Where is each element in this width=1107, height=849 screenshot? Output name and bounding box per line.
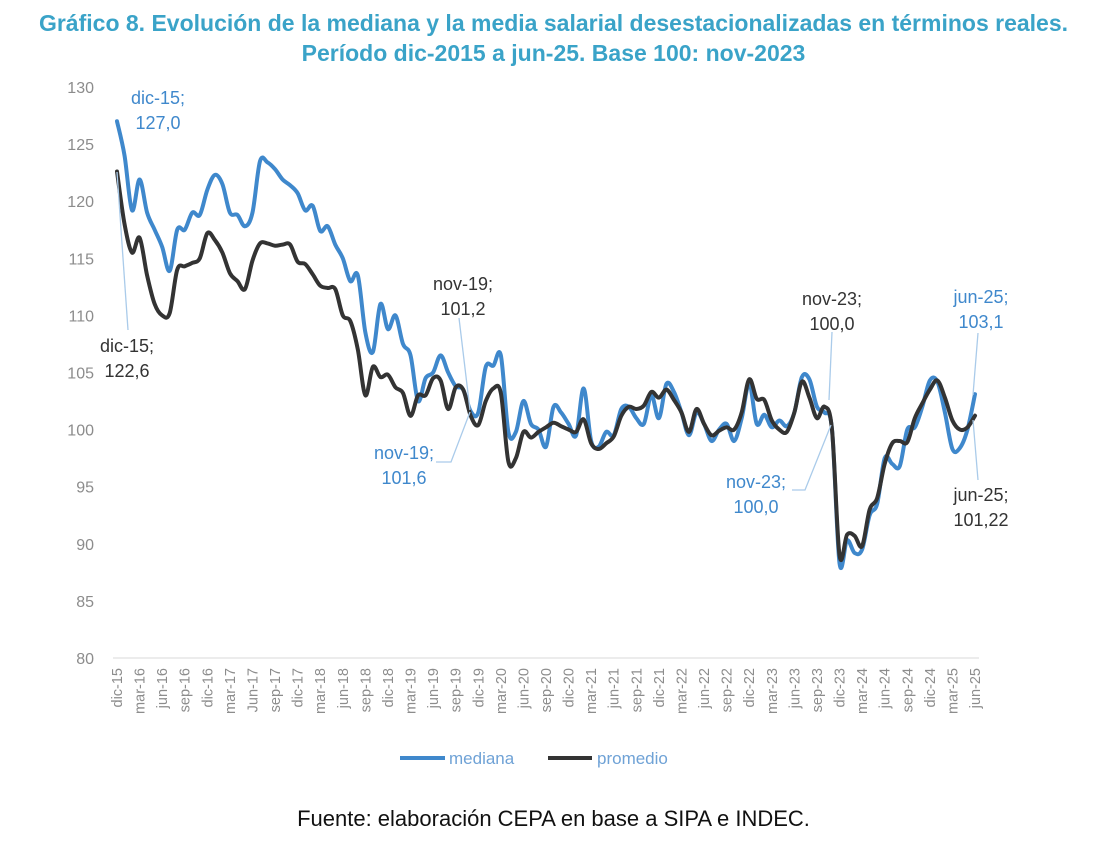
- x-tick-label: sep-19: [449, 668, 465, 712]
- annotation-label: nov-23;: [802, 289, 862, 309]
- y-tick-label: 80: [76, 651, 94, 668]
- x-tick-label: mar-19: [404, 668, 420, 714]
- x-tick-label: Jun-17: [245, 668, 261, 712]
- x-tick-label: jun-22: [697, 668, 713, 709]
- x-tick-label: dic-18: [381, 668, 397, 708]
- x-tick-label: jun-20: [516, 668, 532, 709]
- y-tick-label: 110: [68, 308, 94, 325]
- x-tick-label: dic-22: [742, 668, 758, 708]
- annotation-leader-line: [116, 171, 129, 331]
- chart-title: Gráfico 8. Evolución de la mediana y la …: [38, 10, 1069, 66]
- x-tick-label: sep-21: [629, 668, 645, 712]
- series-line-mediana: [115, 119, 977, 570]
- y-tick-label: 120: [67, 194, 94, 211]
- y-tick-label: 130: [67, 80, 94, 97]
- annotation-value: 101,22: [953, 510, 1008, 530]
- annotation-leader-line: [458, 317, 471, 411]
- x-tick-label: sep-23: [810, 668, 826, 712]
- annotation-leader-line: [972, 332, 979, 396]
- x-tick-label: dic-15: [110, 668, 126, 708]
- annotation-label: nov-19;: [433, 274, 493, 294]
- legend-label-mediana: mediana: [449, 749, 515, 768]
- x-tick-label: mar-18: [313, 668, 329, 714]
- annotation-label: jun-25;: [952, 287, 1008, 307]
- series-line-promedio: [115, 169, 977, 562]
- x-tick-label: dic-21: [652, 668, 668, 708]
- x-tick-label: dic-19: [471, 668, 487, 708]
- annotation-value: 101,2: [440, 299, 485, 319]
- x-tick-label: mar-24: [855, 668, 871, 714]
- annotation-value: 101,6: [381, 468, 426, 488]
- y-tick-label: 100: [67, 423, 94, 440]
- annotation-value: 100,0: [809, 314, 854, 334]
- annotation-leader-line: [828, 331, 833, 401]
- annotation-value: 103,1: [958, 312, 1003, 332]
- x-tick-label: dic-20: [562, 668, 578, 708]
- legend-label-promedio: promedio: [597, 749, 668, 768]
- x-tick-label: mar-20: [494, 668, 510, 714]
- y-tick-label: 90: [76, 537, 94, 554]
- x-tick-label: sep-16: [178, 668, 194, 712]
- x-tick-label: dic-23: [833, 668, 849, 708]
- x-tick-label: jun-24: [878, 668, 894, 709]
- y-tick-label: 85: [76, 594, 94, 611]
- x-tick-label: mar-23: [765, 668, 781, 714]
- x-tick-label: sep-20: [539, 668, 555, 712]
- annotation-label: dic-15;: [131, 88, 185, 108]
- annotation-value: 122,6: [104, 361, 149, 381]
- x-tick-label: mar-21: [584, 668, 600, 714]
- y-tick-label: 125: [67, 137, 94, 154]
- annotation-leader-line: [436, 411, 471, 463]
- x-tick-label: jun-23: [787, 668, 803, 709]
- x-tick-label: jun-21: [607, 668, 623, 709]
- x-tick-label: sep-18: [358, 668, 374, 712]
- annotation-leader-line: [792, 424, 832, 491]
- x-tick-label: mar-16: [133, 668, 149, 714]
- x-tick-label: jun-25: [968, 668, 984, 709]
- x-tick-label: mar-25: [945, 668, 961, 714]
- x-tick-label: mar-22: [674, 668, 690, 714]
- x-tick-label: sep-17: [268, 668, 284, 712]
- x-tick-label: dic-24: [923, 668, 939, 708]
- annotation-label: nov-19;: [374, 443, 434, 463]
- source-note: Fuente: elaboración CEPA en base a SIPA …: [297, 806, 810, 831]
- x-tick-label: mar-17: [223, 668, 239, 714]
- annotation-value: 127,0: [135, 113, 180, 133]
- y-tick-label: 105: [67, 366, 94, 383]
- annotation-label: nov-23;: [726, 472, 786, 492]
- x-tick-label: jun-16: [155, 668, 171, 709]
- x-tick-label: sep-22: [720, 668, 736, 712]
- x-tick-label: sep-24: [900, 668, 916, 712]
- annotation-label: dic-15;: [100, 336, 154, 356]
- annotation-value: 100,0: [733, 497, 778, 517]
- annotation-leader-line: [972, 419, 979, 481]
- x-tick-label: jun-18: [336, 668, 352, 709]
- y-tick-label: 95: [76, 480, 94, 497]
- x-tick-label: jun-19: [426, 668, 442, 709]
- x-tick-label: dic-16: [200, 668, 216, 708]
- annotation-label: jun-25;: [952, 485, 1008, 505]
- x-tick-label: dic-17: [291, 668, 307, 708]
- y-tick-label: 115: [68, 251, 94, 268]
